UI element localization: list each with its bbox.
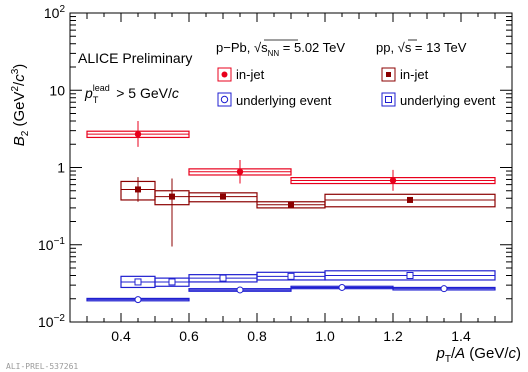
data-point (168, 278, 176, 286)
data-point (236, 286, 244, 294)
x-tick-label: 1.0 (315, 328, 335, 344)
data-point (288, 201, 294, 208)
data-point (134, 278, 142, 286)
data-point (220, 193, 226, 200)
data-layer (86, 120, 496, 304)
preliminary-label: ALICE Preliminary (78, 50, 192, 66)
data-point (287, 272, 295, 280)
x-tick-label: 0.8 (247, 328, 267, 344)
legend-box-pp-injet (381, 67, 396, 82)
pt-lead-cut-label: plead T > 5 GeV/c (84, 83, 179, 105)
y-tick-label: 10−2 (38, 313, 65, 330)
sys-box (324, 193, 496, 208)
legend-marker-pp-injet (386, 72, 391, 77)
legend-marker-ppb-ue (220, 95, 229, 104)
figure-id: ALI-PREL-537261 (6, 362, 78, 371)
data-point (406, 271, 414, 279)
legend-box-ppb-ue (217, 92, 232, 107)
legend-box-ppb-injet (217, 67, 232, 82)
data-point (407, 196, 413, 203)
pp-system-label: pp, √s = 13 TeV (376, 40, 467, 55)
data-point (236, 168, 244, 175)
x-tick-label: 0.6 (179, 328, 199, 344)
data-point (219, 274, 227, 282)
sys-box (188, 192, 258, 203)
data-point (134, 296, 142, 304)
data-point (338, 283, 346, 291)
data-point (440, 285, 448, 293)
data-point (134, 130, 142, 138)
data-point (135, 186, 141, 193)
x-axis-label: pT/A (GeV/c) (436, 345, 522, 365)
data-point (169, 193, 175, 200)
legend: in-jet underlying event in-jet underlyin… (217, 67, 496, 108)
legend-label-ppb-injet: in-jet (236, 67, 265, 82)
y-tick-label: 10−1 (38, 236, 65, 253)
y-axis-label: B2 (GeV2/c3) (10, 64, 31, 147)
legend-label-ppb-ue: underlying event (236, 93, 332, 108)
y-tick-label: 102 (44, 4, 66, 21)
ppb-system-label: p−Pb, √sNN = 5.02 TeV (216, 40, 345, 58)
y-tick-label: 1 (57, 160, 65, 176)
legend-box-pp-ue (381, 92, 396, 107)
legend-label-pp-ue: underlying event (400, 93, 496, 108)
x-tick-label: 1.4 (451, 328, 471, 344)
x-tick-label: 0.4 (111, 328, 131, 344)
legend-label-pp-injet: in-jet (400, 67, 429, 82)
axis-layer: 0.4 0.6 0.8 1.0 1.2 1.4 10−2 10−1 1 10 102 (38, 4, 512, 344)
data-point (389, 177, 397, 184)
legend-marker-pp-ue (385, 96, 392, 103)
y-tick-label: 10 (49, 82, 65, 98)
legend-marker-ppb-injet (221, 71, 228, 78)
x-tick-label: 1.2 (383, 328, 403, 344)
